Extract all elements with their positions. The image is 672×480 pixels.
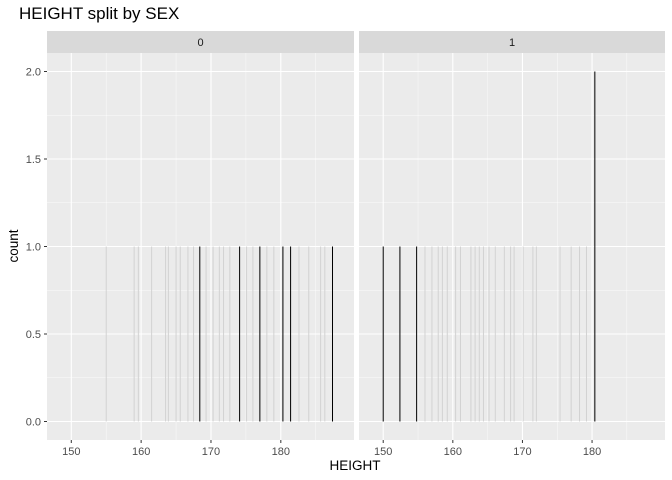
y-tick-label: 0.5: [26, 329, 41, 341]
facet-panel-0: 0 150 160 170 180: [47, 31, 354, 458]
y-tick-label: 2.0: [26, 67, 41, 79]
facet-strip-label: 1: [509, 37, 515, 49]
facet-strip-label: 0: [197, 37, 203, 49]
x-tick-label: 160: [132, 446, 150, 458]
chart-title: HEIGHT split by SEX: [19, 4, 180, 23]
x-tick-label: 180: [583, 446, 601, 458]
x-tick-label: 150: [374, 446, 392, 458]
y-axis-title: count: [6, 229, 21, 262]
x-tick-label: 160: [444, 446, 462, 458]
facet-panel-1: 1 150 160 170 180: [359, 31, 665, 458]
x-tick-label: 180: [272, 446, 290, 458]
facet-strip: [359, 31, 665, 53]
y-tick-label: 1.0: [26, 242, 41, 254]
x-axis-title: HEIGHT: [329, 458, 380, 473]
x-tick-label: 150: [62, 446, 80, 458]
y-tick-label: 1.5: [26, 154, 41, 166]
x-tick-label: 170: [202, 446, 220, 458]
x-tick-label: 170: [513, 446, 531, 458]
y-tick-label: 0.0: [26, 417, 41, 429]
facet-strip: [47, 31, 354, 53]
